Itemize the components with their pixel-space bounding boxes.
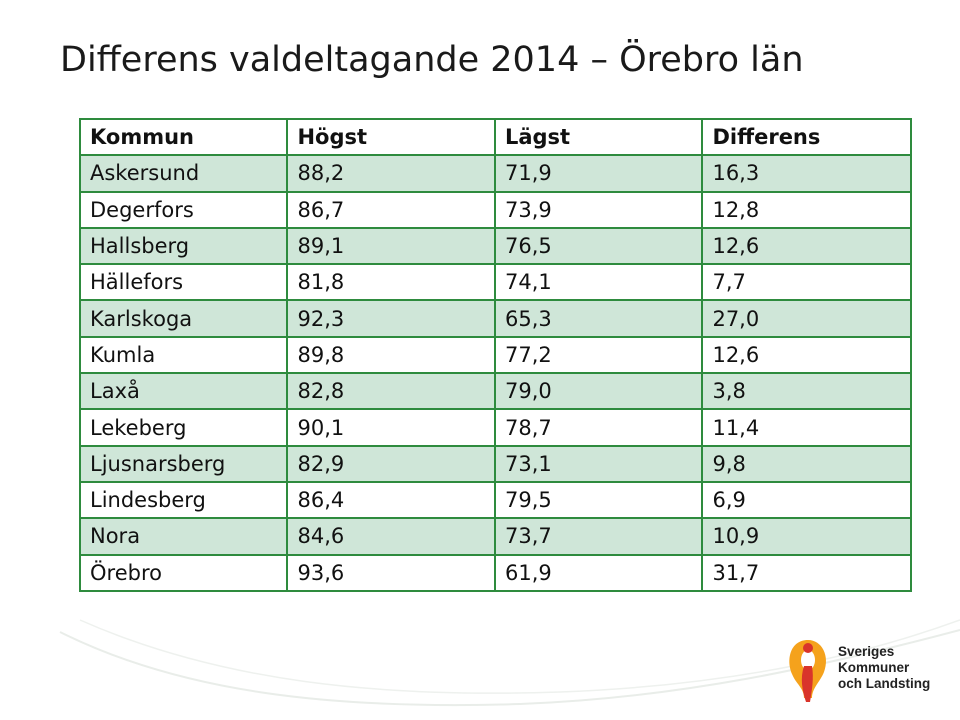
cell-hogst: 92,3 [286, 299, 496, 338]
table-row: Lekeberg 90,1 78,7 11,4 [78, 408, 912, 447]
cell-differens: 16,3 [701, 154, 912, 193]
cell-differens: 11,4 [701, 408, 912, 447]
cell-hogst: 90,1 [286, 408, 496, 447]
table-header-row: Kommun Högst Lägst Differens [78, 117, 912, 157]
cell-lagst: 74,1 [493, 263, 704, 302]
cell-differens: 10,9 [701, 517, 912, 556]
cell-hogst: 93,6 [286, 553, 496, 592]
cell-kommun: Laxå [78, 372, 289, 411]
cell-hogst: 81,8 [286, 263, 496, 302]
skl-logo-text: Sveriges Kommuner och Landsting [838, 644, 930, 692]
column-header-lagst: Lägst [493, 117, 704, 157]
skl-figure-icon [789, 640, 827, 702]
cell-kommun: Örebro [78, 553, 289, 592]
cell-lagst: 79,0 [493, 372, 704, 411]
cell-differens: 6,9 [701, 480, 912, 520]
cell-hogst: 89,1 [286, 226, 496, 266]
cell-hogst: 86,7 [286, 190, 496, 229]
cell-differens: 31,7 [701, 553, 912, 592]
page-title: Differens valdeltagande 2014 – Örebro lä… [60, 40, 804, 80]
table-row: Karlskoga 92,3 65,3 27,0 [78, 299, 912, 338]
cell-hogst: 88,2 [286, 154, 496, 193]
table-row: Laxå 82,8 79,0 3,8 [78, 372, 912, 411]
cell-kommun: Lekeberg [78, 408, 289, 447]
table-row: Örebro 93,6 61,9 31,7 [78, 553, 912, 592]
table-row: Lindesberg 86,4 79,5 6,9 [78, 480, 912, 520]
table-row: Ljusnarsberg 82,9 73,1 9,8 [78, 444, 912, 483]
cell-kommun: Kumla [78, 335, 289, 375]
table-row: Nora 84,6 73,7 10,9 [78, 517, 912, 556]
cell-lagst: 73,9 [493, 190, 704, 229]
cell-kommun: Askersund [78, 154, 289, 193]
cell-kommun: Ljusnarsberg [78, 444, 289, 483]
cell-lagst: 61,9 [493, 553, 704, 592]
cell-kommun: Karlskoga [78, 299, 289, 338]
cell-hogst: 89,8 [286, 335, 496, 375]
cell-hogst: 86,4 [286, 480, 496, 520]
cell-kommun: Degerfors [78, 190, 289, 229]
cell-lagst: 79,5 [493, 480, 704, 520]
cell-differens: 3,8 [701, 372, 912, 411]
cell-differens: 7,7 [701, 263, 912, 302]
cell-lagst: 76,5 [493, 226, 704, 266]
table-row: Degerfors 86,7 73,9 12,8 [78, 190, 912, 229]
column-header-differens: Differens [701, 117, 912, 157]
table-row: Kumla 89,8 77,2 12,6 [78, 335, 912, 375]
logo-line: och Landsting [838, 676, 931, 691]
results-table: Kommun Högst Lägst Differens Askersund 8… [78, 117, 912, 592]
cell-hogst: 82,8 [286, 372, 496, 411]
table-row: Hallsberg 89,1 76,5 12,6 [78, 226, 912, 266]
logo-line: Sveriges [838, 644, 895, 659]
table-row: Askersund 88,2 71,9 16,3 [78, 154, 912, 193]
column-header-kommun: Kommun [78, 117, 289, 157]
cell-hogst: 84,6 [286, 517, 496, 556]
cell-kommun: Nora [78, 517, 289, 556]
cell-lagst: 73,1 [493, 444, 704, 483]
cell-differens: 27,0 [701, 299, 912, 338]
cell-lagst: 73,7 [493, 517, 704, 556]
cell-lagst: 77,2 [493, 335, 704, 375]
column-header-hogst: Högst [286, 117, 496, 157]
cell-differens: 12,8 [701, 190, 912, 229]
cell-kommun: Lindesberg [78, 480, 289, 520]
skl-logo: Sveriges Kommuner och Landsting [782, 636, 952, 706]
cell-lagst: 78,7 [493, 408, 704, 447]
cell-lagst: 65,3 [493, 299, 704, 338]
cell-differens: 12,6 [701, 226, 912, 266]
table-row: Hällefors 81,8 74,1 7,7 [78, 263, 912, 302]
cell-kommun: Hällefors [78, 263, 289, 302]
cell-differens: 12,6 [701, 335, 912, 375]
cell-lagst: 71,9 [493, 154, 704, 193]
cell-hogst: 82,9 [286, 444, 496, 483]
logo-line: Kommuner [838, 660, 910, 675]
cell-kommun: Hallsberg [78, 226, 289, 266]
cell-differens: 9,8 [701, 444, 912, 483]
